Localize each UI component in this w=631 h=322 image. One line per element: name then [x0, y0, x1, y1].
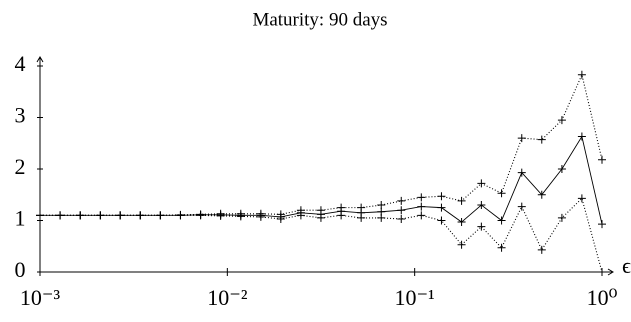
- point-marker: [598, 268, 606, 276]
- x-tick-label: 10⁻¹: [395, 285, 435, 310]
- point-marker: [537, 245, 546, 254]
- point-marker: [517, 202, 526, 211]
- point-marker: [457, 196, 466, 205]
- x-axis-arrow: [607, 268, 614, 276]
- point-marker: [497, 216, 506, 225]
- point-marker: [598, 155, 606, 164]
- point-marker: [176, 211, 185, 220]
- point-marker: [437, 192, 446, 201]
- point-marker: [598, 220, 606, 229]
- x-axis-label: ϵ: [622, 253, 631, 278]
- point-marker: [417, 193, 426, 202]
- point-marker: [56, 211, 65, 220]
- point-marker: [116, 211, 125, 220]
- point-marker: [357, 213, 366, 222]
- point-marker: [36, 211, 44, 220]
- point-marker: [557, 116, 566, 125]
- point-marker: [236, 212, 245, 221]
- point-marker: [377, 201, 386, 210]
- point-marker: [256, 212, 265, 221]
- point-marker: [437, 203, 446, 212]
- x-tick-label: 10⁻²: [207, 285, 248, 310]
- point-marker: [397, 196, 406, 205]
- point-marker: [397, 206, 406, 215]
- point-marker: [196, 211, 205, 220]
- point-marker: [457, 240, 466, 249]
- y-axis-arrow: [36, 56, 44, 63]
- point-marker: [457, 218, 466, 227]
- series-line: [40, 197, 603, 273]
- point-marker: [377, 213, 386, 222]
- y-tick-label: 3: [15, 103, 26, 128]
- point-marker: [537, 135, 546, 144]
- point-marker: [96, 211, 105, 220]
- point-marker: [497, 189, 506, 198]
- point-marker: [337, 203, 346, 212]
- point-marker: [357, 203, 366, 212]
- y-tick-label: 2: [15, 154, 26, 179]
- point-marker: [296, 211, 305, 220]
- point-marker: [417, 202, 426, 211]
- point-marker: [577, 194, 586, 203]
- point-marker: [497, 243, 506, 252]
- point-marker: [156, 211, 165, 220]
- y-tick-label: 0: [15, 257, 26, 282]
- point-marker: [337, 211, 346, 220]
- x-tick-label: 10⁻³: [20, 285, 61, 310]
- y-tick-label: 1: [15, 206, 26, 231]
- point-marker: [316, 213, 325, 222]
- point-marker: [557, 165, 566, 173]
- point-marker: [397, 214, 406, 223]
- series-line: [40, 73, 603, 216]
- point-marker: [517, 134, 526, 143]
- point-marker: [517, 168, 526, 177]
- point-marker: [437, 216, 446, 225]
- point-marker: [577, 70, 586, 79]
- point-marker: [76, 211, 85, 220]
- x-tick-label: 10⁰: [587, 285, 618, 310]
- point-marker: [417, 211, 426, 220]
- point-marker: [316, 206, 325, 215]
- point-marker: [216, 211, 225, 220]
- point-marker: [577, 132, 586, 141]
- point-marker: [477, 179, 486, 188]
- chart-title: Maturity: 90 days: [252, 9, 387, 30]
- point-marker: [557, 213, 566, 222]
- point-marker: [477, 201, 486, 210]
- y-tick-label: 4: [15, 51, 26, 76]
- point-marker: [136, 211, 145, 220]
- point-marker: [537, 190, 546, 199]
- point-marker: [477, 222, 486, 231]
- point-marker: [276, 214, 285, 223]
